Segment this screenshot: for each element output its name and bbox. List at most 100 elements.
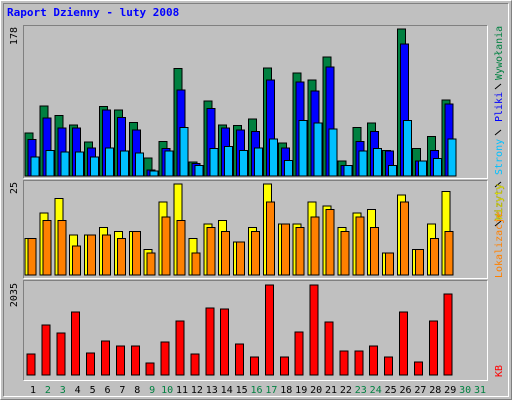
bar bbox=[220, 308, 230, 376]
bar bbox=[116, 238, 126, 276]
bar bbox=[105, 147, 114, 177]
x-tick-label: 18 bbox=[280, 385, 292, 396]
bar bbox=[328, 128, 338, 177]
bar bbox=[295, 227, 305, 276]
bar bbox=[417, 160, 427, 177]
bar bbox=[205, 307, 215, 376]
legend-separator bbox=[494, 129, 502, 136]
x-tick-label: 14 bbox=[221, 385, 233, 396]
legend-entry: KB bbox=[494, 365, 505, 377]
x-tick-label: 11 bbox=[176, 385, 188, 396]
bar bbox=[56, 332, 66, 376]
bar bbox=[443, 293, 453, 376]
bar bbox=[119, 150, 129, 177]
bar bbox=[101, 340, 110, 376]
bar bbox=[388, 164, 398, 177]
bar bbox=[279, 356, 289, 376]
bar bbox=[41, 324, 51, 376]
inner-bevel-dark bbox=[3, 3, 509, 397]
panel-bevel-dark bbox=[23, 25, 488, 179]
x-tick-label: 30 bbox=[459, 385, 471, 396]
bar bbox=[160, 341, 170, 376]
bar bbox=[250, 356, 259, 376]
legend-separator bbox=[494, 83, 502, 90]
x-tick-label: 5 bbox=[90, 385, 96, 396]
bar bbox=[224, 145, 234, 177]
x-tick-label: 15 bbox=[236, 385, 248, 396]
panel-bevel-light bbox=[23, 280, 488, 381]
panel-bevel-light bbox=[23, 180, 488, 279]
bar bbox=[264, 284, 274, 376]
bar bbox=[102, 234, 111, 276]
bar bbox=[57, 219, 67, 276]
bar bbox=[72, 245, 82, 276]
bar bbox=[131, 230, 141, 276]
bar bbox=[235, 343, 245, 376]
bar bbox=[355, 216, 365, 276]
bar bbox=[221, 230, 231, 276]
x-tick-label: 26 bbox=[399, 385, 411, 396]
bar bbox=[428, 320, 438, 376]
bar bbox=[324, 321, 334, 376]
x-tick-label: 27 bbox=[414, 385, 426, 396]
bar bbox=[206, 227, 216, 276]
bar bbox=[283, 159, 293, 177]
bar bbox=[385, 252, 395, 276]
bar bbox=[60, 151, 70, 177]
bar bbox=[254, 147, 263, 177]
bar bbox=[265, 201, 275, 276]
y-tick-label: 25 bbox=[9, 182, 20, 194]
x-tick-label: 29 bbox=[444, 385, 456, 396]
bar bbox=[27, 238, 37, 276]
bar bbox=[145, 362, 155, 376]
bar bbox=[71, 311, 81, 376]
bar bbox=[75, 151, 85, 177]
bar bbox=[251, 230, 260, 276]
bar bbox=[268, 138, 278, 177]
bar bbox=[400, 201, 409, 276]
x-tick-label: 25 bbox=[385, 385, 397, 396]
bar bbox=[447, 138, 457, 177]
bar bbox=[179, 126, 189, 177]
x-tick-label: 8 bbox=[134, 385, 140, 396]
panel-bevel-light bbox=[23, 25, 488, 179]
x-tick-label: 3 bbox=[60, 385, 66, 396]
bar bbox=[444, 230, 454, 276]
chart-title: Raport Dzienny - luty 2008 bbox=[7, 6, 179, 19]
legend-entry: Pliki bbox=[494, 92, 505, 122]
bar bbox=[194, 164, 204, 177]
bar bbox=[403, 120, 412, 177]
legend-entry: Strony bbox=[494, 139, 505, 175]
bar bbox=[176, 219, 186, 276]
bar bbox=[280, 223, 290, 276]
bar bbox=[399, 311, 408, 376]
legend-separator bbox=[494, 220, 502, 227]
panel-bevel-dark bbox=[23, 280, 488, 381]
x-tick-label: 12 bbox=[191, 385, 203, 396]
legend-entry: Wywołania bbox=[494, 26, 505, 80]
bar bbox=[209, 148, 219, 177]
bar bbox=[87, 234, 97, 276]
bar bbox=[149, 170, 159, 177]
x-tick-label: 17 bbox=[265, 385, 277, 396]
bar bbox=[384, 356, 394, 376]
bar bbox=[191, 252, 201, 276]
x-tick-label: 9 bbox=[149, 385, 155, 396]
bar bbox=[42, 219, 52, 276]
bar bbox=[325, 208, 335, 276]
x-tick-label: 21 bbox=[325, 385, 337, 396]
bar bbox=[298, 120, 308, 177]
inner-bevel-light bbox=[3, 3, 509, 397]
bar bbox=[340, 230, 350, 276]
bar bbox=[294, 331, 304, 376]
x-tick-label: 24 bbox=[370, 385, 382, 396]
bar bbox=[414, 249, 424, 276]
bar bbox=[134, 152, 144, 177]
bar bbox=[190, 353, 200, 376]
bar bbox=[175, 320, 185, 376]
x-tick-label: 28 bbox=[429, 385, 441, 396]
bar bbox=[373, 148, 383, 177]
x-tick-label: 13 bbox=[206, 385, 218, 396]
